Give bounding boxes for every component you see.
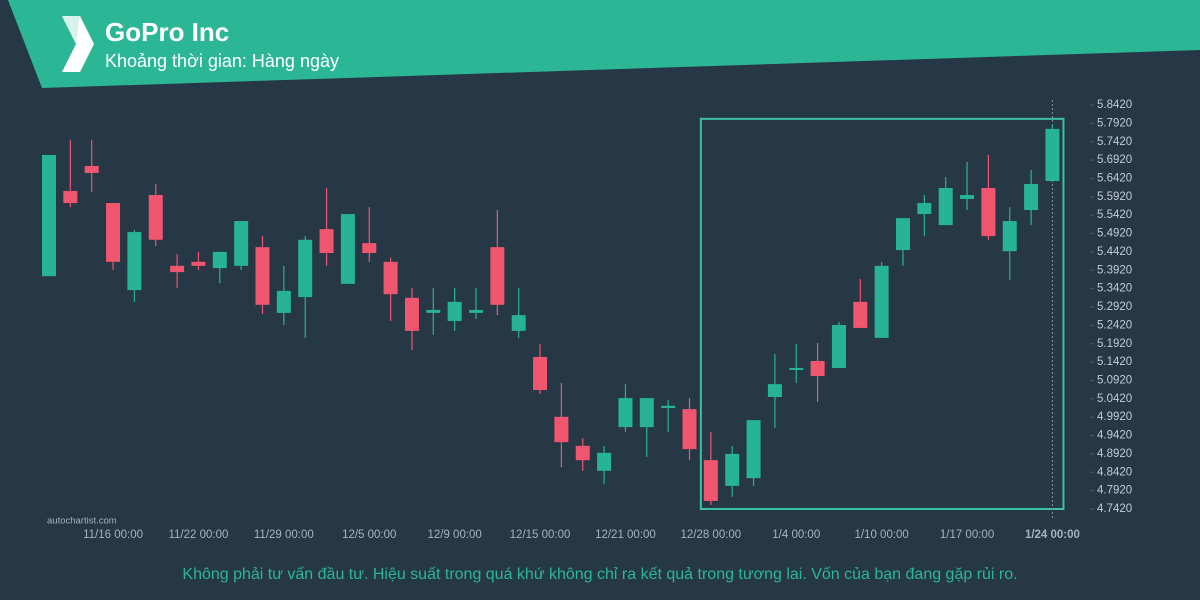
candle-body (938, 188, 953, 226)
x-tick-label: 1/4 00:00 (772, 529, 820, 541)
chart-subtitle: Khoảng thời gian: Hàng ngày (105, 51, 339, 71)
y-tick-label: 5.7420 (1097, 136, 1132, 148)
candle-body (1045, 128, 1060, 182)
candle-body (682, 409, 697, 450)
x-tick-label: 12/28 00:00 (680, 529, 741, 541)
y-tick-label: 5.5920 (1097, 191, 1132, 203)
candle-body (853, 301, 868, 328)
candle-body (148, 194, 163, 240)
y-tick-label: 5.4920 (1097, 228, 1132, 240)
x-tick-label: 11/16 00:00 (83, 529, 143, 541)
y-tick-label: 5.2420 (1097, 319, 1132, 331)
candle-body (917, 203, 932, 215)
candle-body (127, 232, 142, 291)
header-band (8, 0, 1200, 88)
y-tick-label: 5.2920 (1097, 301, 1132, 313)
candle-body (170, 265, 185, 273)
candle-body (298, 239, 313, 298)
candle-body (340, 214, 355, 284)
x-tick-label: 1/17 00:00 (940, 529, 994, 541)
chart-title: GoPro Inc (105, 17, 229, 47)
candle-body (746, 420, 761, 479)
y-tick-label: 4.7920 (1097, 485, 1132, 497)
y-tick-label: 5.4420 (1097, 246, 1132, 258)
y-tick-label: 5.1420 (1097, 356, 1132, 368)
y-tick-label: 5.6920 (1097, 154, 1132, 166)
candle-body (831, 324, 846, 368)
pattern-box (699, 117, 1065, 510)
candle-body (575, 445, 590, 461)
x-tick-label: 12/5 00:00 (342, 529, 396, 541)
x-tick-label: 1/24 00:00 (1025, 529, 1080, 541)
x-tick-label: 12/15 00:00 (510, 529, 571, 541)
candle-body (319, 229, 334, 254)
candle-body (767, 384, 782, 397)
candle-body (383, 261, 398, 295)
candle-body (212, 251, 227, 269)
y-tick-label: 5.0920 (1097, 374, 1132, 386)
candle-body (362, 243, 377, 254)
y-tick-label: 5.3920 (1097, 264, 1132, 276)
y-tick-label: 4.8420 (1097, 466, 1132, 478)
candle-body (42, 154, 56, 277)
y-tick-label: 5.0420 (1097, 393, 1132, 405)
candle-body (810, 360, 825, 377)
candle-body (703, 460, 718, 501)
candle-body (896, 218, 910, 251)
y-tick-label: 5.6420 (1097, 172, 1132, 184)
x-tick-label: 12/21 00:00 (595, 529, 656, 541)
candle-body (725, 453, 740, 486)
candle-body (874, 265, 889, 338)
candle-body (191, 261, 206, 266)
candle-body (1002, 221, 1017, 252)
candle-body (490, 247, 505, 305)
candle-body (404, 297, 419, 331)
y-tick-label: 4.8920 (1097, 448, 1132, 460)
disclaimer: Không phải tư vấn đầu tư. Hiệu suất tron… (182, 566, 1017, 583)
candle-body (447, 301, 462, 321)
logo-shade (62, 16, 80, 44)
candle-body (426, 309, 441, 313)
logo (62, 16, 94, 72)
candle-body (639, 398, 654, 428)
x-tick-label: 12/9 00:00 (427, 529, 481, 541)
candle-body (960, 194, 975, 200)
x-tick-label: 11/22 00:00 (168, 529, 228, 541)
y-tick-label: 5.7920 (1097, 117, 1132, 129)
candle-body (63, 190, 78, 204)
candle-body (84, 165, 99, 173)
candle-body (1024, 183, 1039, 211)
candle-body (789, 367, 804, 370)
candle-body (469, 309, 483, 313)
candle-body (981, 188, 996, 237)
y-tick-label: 4.9920 (1097, 411, 1132, 423)
y-tick-label: 5.1920 (1097, 338, 1132, 350)
watermark: autochartist.com (47, 516, 117, 527)
y-tick-label: 5.5420 (1097, 209, 1132, 221)
candle-body (234, 221, 249, 266)
x-tick-label: 1/10 00:00 (854, 529, 908, 541)
candle-body (554, 416, 569, 443)
candle-body (618, 398, 633, 428)
y-tick-label: 5.3420 (1097, 283, 1132, 295)
candle-body (276, 290, 291, 313)
candle-body (533, 356, 548, 391)
y-tick-label: 4.9420 (1097, 430, 1132, 442)
candle-body (255, 247, 270, 305)
candle-body (661, 405, 676, 408)
candle-body (106, 203, 121, 262)
candle-body (511, 315, 526, 331)
candle-body (597, 452, 612, 471)
y-tick-label: 4.7420 (1097, 503, 1132, 515)
x-tick-label: 11/29 00:00 (254, 529, 314, 541)
y-tick-label: 5.8420 (1097, 99, 1132, 111)
